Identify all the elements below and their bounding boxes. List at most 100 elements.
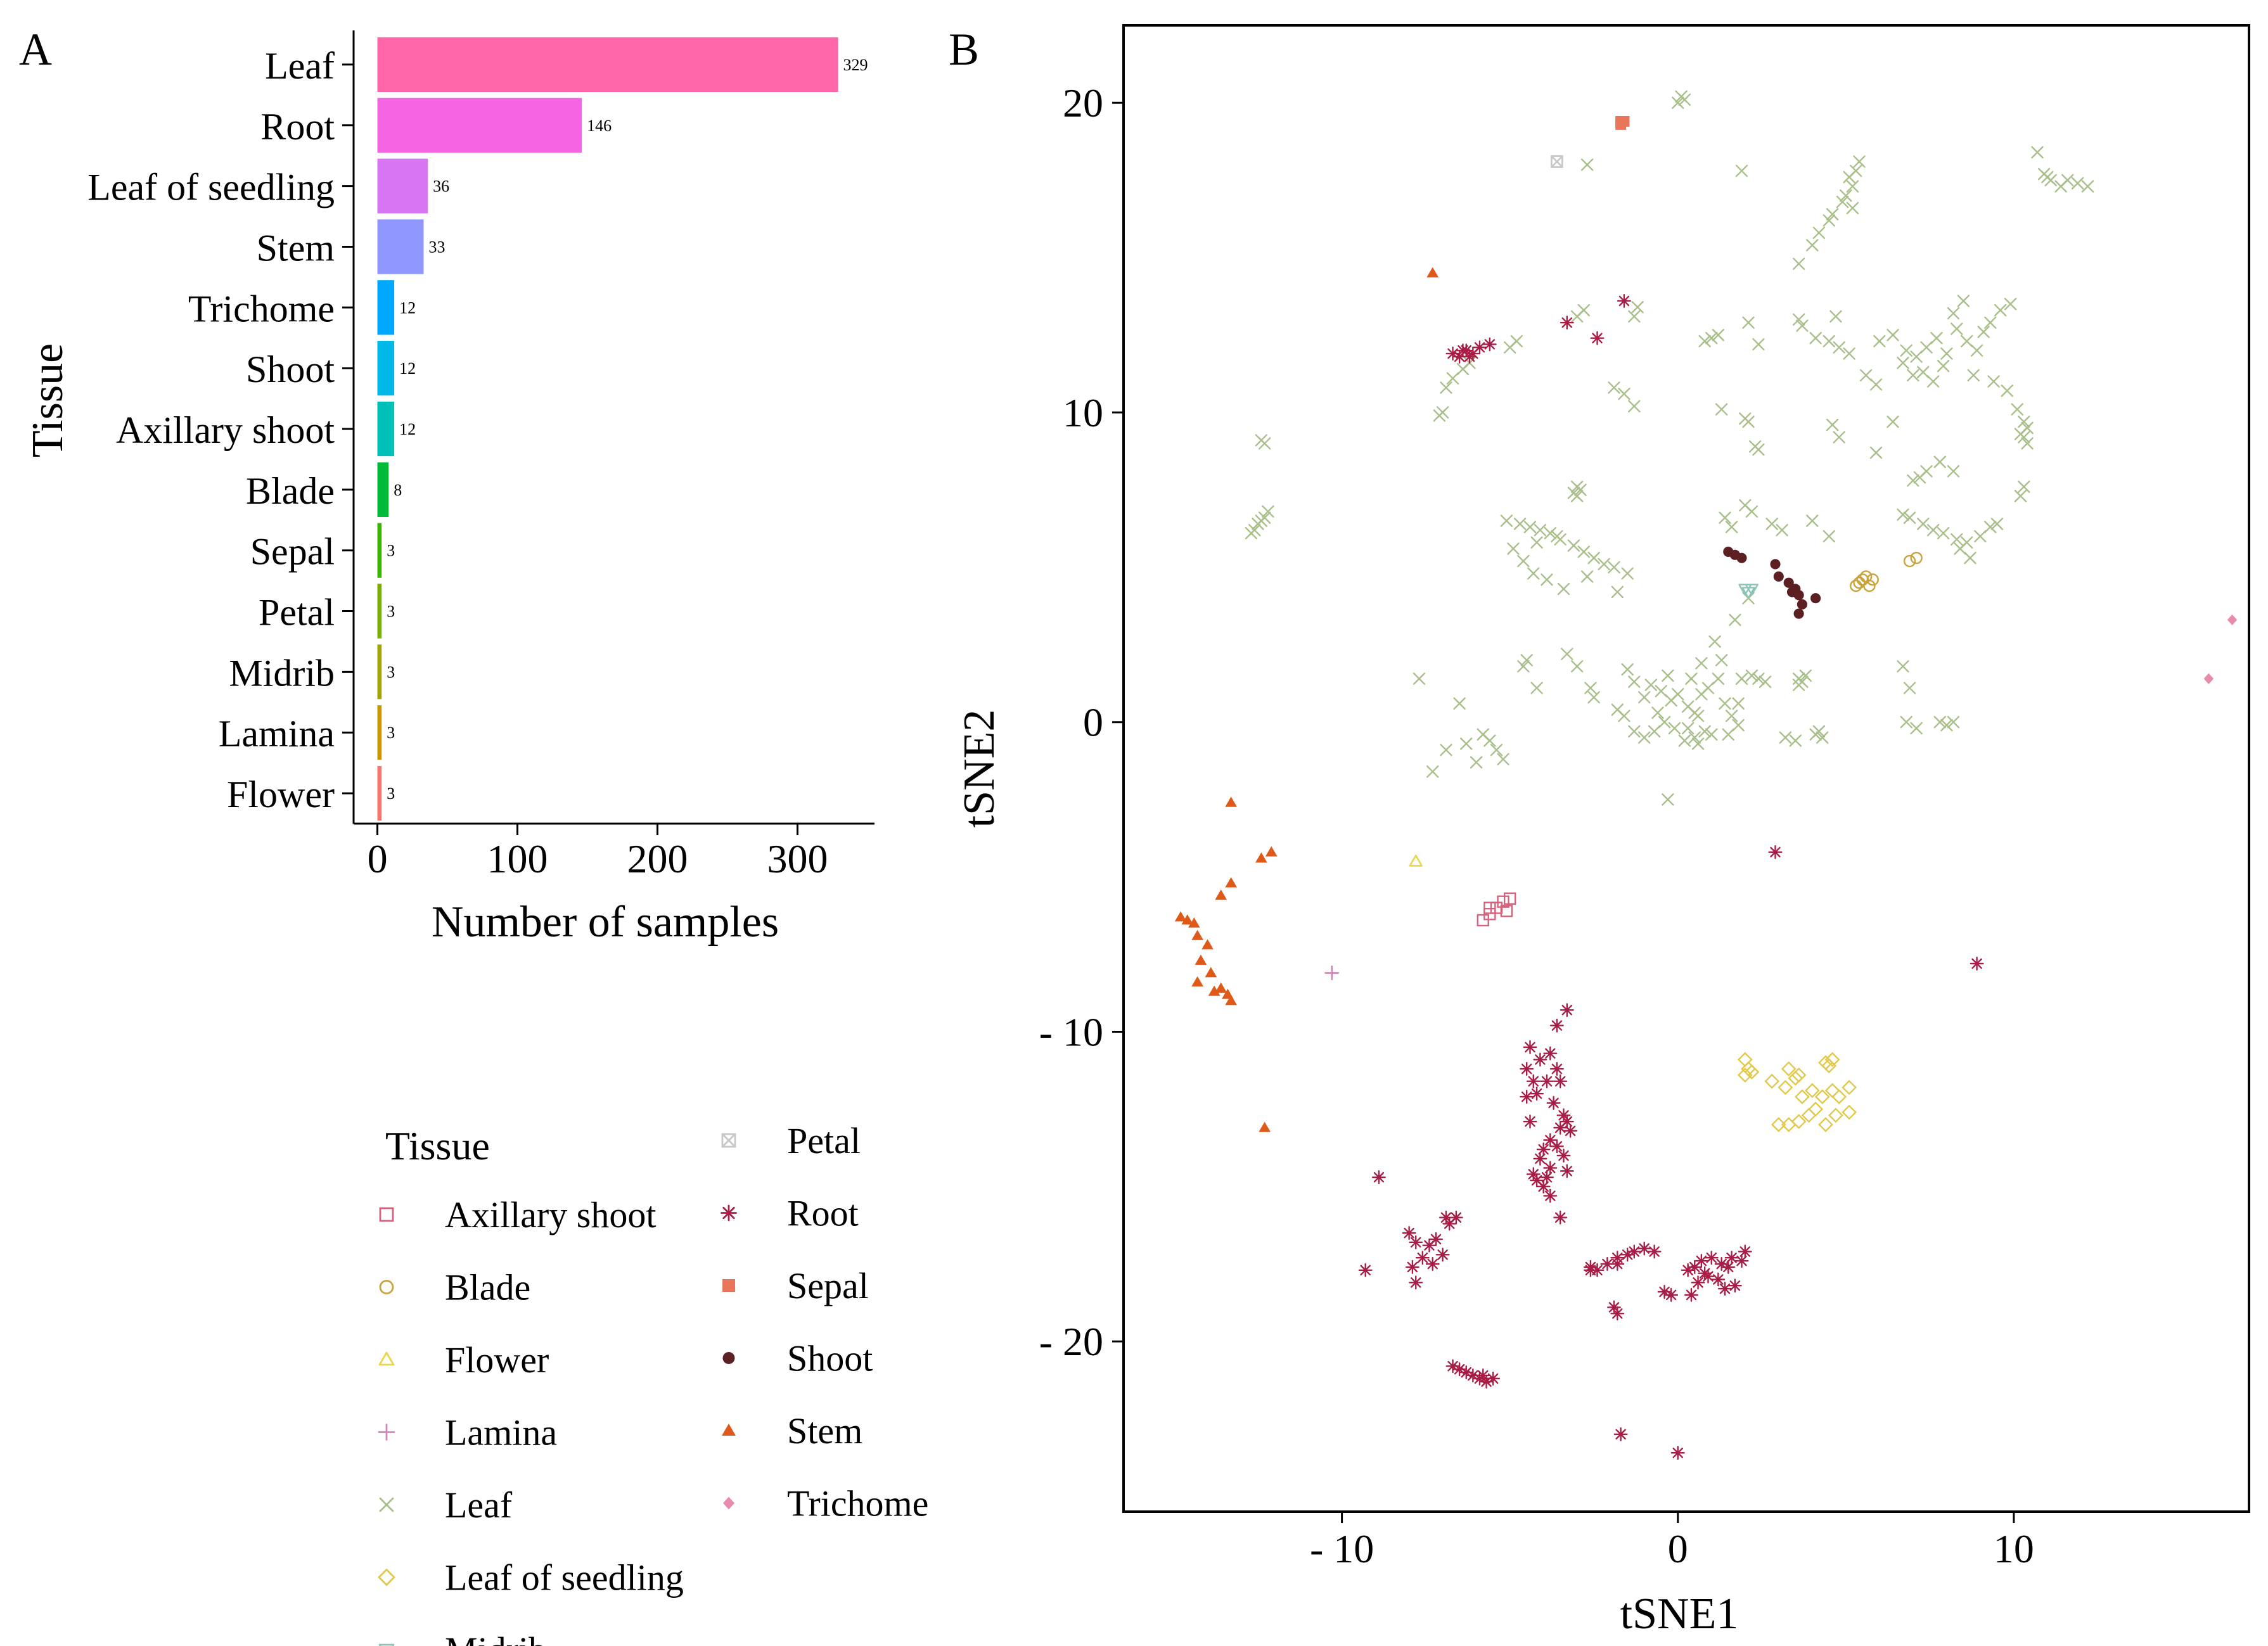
point-root [1549, 1139, 1564, 1154]
point-root [1520, 1090, 1534, 1104]
point-axillary-shoot [1477, 914, 1489, 927]
point-leaf [1940, 347, 1953, 360]
legend-label-flower: Flower [445, 1339, 549, 1381]
legend-key-flower [378, 1351, 395, 1366]
bar-value-label-root: 146 [587, 117, 612, 135]
point-leaf [2021, 437, 2034, 450]
legend-key-blade [379, 1280, 394, 1294]
legend-title: Tissue [385, 1123, 490, 1168]
point-leaf [1984, 521, 1997, 533]
point-leaf [2001, 385, 2013, 397]
point-leaf-of-seedling [1814, 1089, 1830, 1104]
point-leaf [1752, 443, 1765, 456]
scatter-plot-frame [1122, 24, 2250, 1513]
scatter-y-tick-label: - 20 [1039, 1319, 1103, 1364]
point-leaf [1517, 554, 1530, 568]
legend-label-midrib: Midrib [445, 1630, 547, 1646]
point-leaf [1735, 672, 1748, 685]
point-leaf [1897, 357, 1909, 369]
bar-x-tick-label: 0 [368, 836, 388, 881]
point-root [1523, 1040, 1537, 1054]
point-root [1556, 1148, 1571, 1163]
bar-x-tick-label: 100 [487, 836, 548, 881]
point-leaf [2011, 403, 2023, 416]
point-leaf [1806, 514, 1819, 527]
point-shoot [1736, 552, 1747, 563]
point-leaf [1587, 551, 1600, 565]
point-root [1540, 1170, 1554, 1185]
point-root [1768, 845, 1783, 859]
point-root [1533, 1151, 1547, 1166]
scatter-y-tick-label: - 10 [1039, 1009, 1103, 1054]
point-leaf [1869, 378, 1883, 391]
point-leaf [1759, 675, 1772, 688]
point-leaf [1937, 359, 1950, 373]
point-leaf-of-seedling [1824, 1052, 1840, 1068]
point-leaf [1933, 715, 1946, 729]
point-stem [1215, 982, 1227, 993]
point-leaf-of-seedling [1795, 1089, 1810, 1104]
point-blade [1859, 570, 1873, 583]
point-leaf [1836, 195, 1849, 208]
point-leaf [1732, 697, 1745, 710]
point-leaf [1987, 375, 2000, 388]
point-root [1476, 1368, 1490, 1382]
point-leaf [1258, 511, 1271, 524]
point-leaf [1611, 703, 1624, 716]
bar-root [377, 98, 582, 153]
point-root [1714, 1257, 1729, 1271]
point-flower [1409, 855, 1423, 867]
point-lamina [1324, 966, 1340, 980]
bar-category-sepal: Sepal [250, 531, 335, 573]
point-leaf-of-seedling [1778, 1080, 1793, 1095]
legend-label-axillary-shoot: Axillary shoot [445, 1194, 656, 1235]
point-leaf [1806, 239, 1819, 252]
point-leaf [1833, 341, 1845, 354]
point-leaf [1954, 542, 1966, 555]
point-root [1694, 1254, 1708, 1268]
point-leaf [1722, 728, 1734, 741]
point-leaf [1584, 682, 1597, 694]
point-leaf [1668, 722, 1681, 735]
point-leaf [1698, 725, 1711, 738]
legend-label-lamina: Lamina [445, 1412, 557, 1453]
bar-value-label-blade: 8 [394, 481, 402, 499]
bar-axes: 0 100 200 300 [342, 30, 875, 881]
point-leaf [1990, 518, 2004, 530]
legend: Tissue Axillary shoot Blade Flower Lamina Le… [378, 1120, 928, 1646]
point-leaf [1846, 180, 1859, 193]
point-leaf [1897, 660, 1909, 673]
point-leaf [1974, 530, 1987, 543]
point-leaf [1840, 189, 1852, 202]
point-stem [1181, 914, 1194, 925]
point-leaf [1789, 734, 1802, 747]
point-trichome [2203, 673, 2214, 684]
legend-item-blade: Blade [379, 1267, 530, 1308]
point-stem [1225, 877, 1237, 888]
point-leaf [1725, 521, 1738, 533]
point-root [1425, 1257, 1440, 1271]
point-root [1734, 1254, 1749, 1268]
bar-flower [377, 765, 382, 821]
point-leaf [1776, 523, 1788, 537]
point-leaf [1850, 165, 1862, 177]
point-leaf [1779, 731, 1792, 744]
point-leaf [1513, 518, 1527, 530]
point-blade [1866, 573, 1879, 586]
point-root [1472, 340, 1487, 355]
point-root [1526, 1074, 1541, 1088]
legend-key-petal [721, 1133, 736, 1148]
bar-x-axis-title: Number of samples [432, 898, 779, 947]
point-blade [1910, 551, 1923, 565]
point-leaf [1816, 731, 1829, 744]
point-root [1637, 1241, 1651, 1256]
point-axillary-shoot [1503, 892, 1516, 905]
point-leaf [1470, 756, 1483, 769]
point-leaf [1712, 672, 1725, 685]
point-axillary-shoot [1490, 902, 1503, 914]
point-leaf [1715, 403, 1728, 416]
point-leaf [1712, 329, 1725, 341]
point-leaf [1960, 335, 1973, 348]
point-leaf [1655, 685, 1667, 698]
